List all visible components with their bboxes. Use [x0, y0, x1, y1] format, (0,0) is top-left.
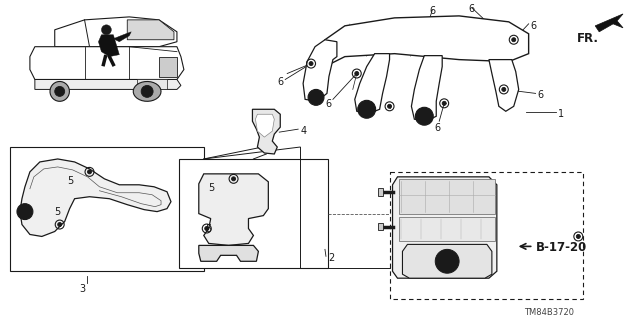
Polygon shape	[489, 60, 518, 111]
Polygon shape	[30, 47, 184, 79]
Bar	[390, 172, 583, 299]
Circle shape	[358, 100, 376, 118]
Circle shape	[308, 89, 324, 105]
Text: 6: 6	[538, 90, 544, 100]
Polygon shape	[378, 223, 383, 231]
Text: TM84B3720: TM84B3720	[524, 308, 573, 317]
Polygon shape	[50, 81, 69, 101]
Circle shape	[502, 87, 506, 92]
Text: 5: 5	[68, 176, 74, 186]
Text: 6: 6	[325, 99, 331, 109]
Bar	[137, 79, 167, 89]
Circle shape	[362, 105, 371, 114]
Polygon shape	[199, 174, 268, 245]
Text: 6: 6	[468, 4, 474, 14]
Circle shape	[58, 223, 61, 226]
Text: 6: 6	[429, 6, 435, 16]
Circle shape	[141, 85, 153, 97]
Text: 3: 3	[79, 284, 86, 294]
Polygon shape	[303, 40, 337, 101]
Bar	[399, 179, 495, 214]
Polygon shape	[20, 159, 171, 236]
Circle shape	[205, 226, 209, 231]
Circle shape	[435, 249, 459, 273]
Polygon shape	[378, 188, 383, 196]
Polygon shape	[199, 245, 259, 261]
Polygon shape	[325, 16, 529, 67]
Circle shape	[355, 71, 359, 76]
Polygon shape	[159, 57, 177, 77]
Text: 6: 6	[435, 123, 440, 133]
Text: 1: 1	[559, 109, 564, 119]
Text: 5: 5	[54, 207, 60, 217]
Circle shape	[101, 25, 111, 35]
Text: 4: 4	[300, 126, 307, 136]
Circle shape	[415, 107, 433, 125]
Circle shape	[17, 204, 33, 219]
Bar	[207, 182, 257, 211]
Polygon shape	[392, 177, 497, 278]
Circle shape	[21, 208, 29, 216]
Circle shape	[309, 62, 313, 66]
Polygon shape	[55, 17, 177, 47]
Text: FR.: FR.	[577, 32, 599, 45]
Text: 5: 5	[208, 183, 214, 193]
Circle shape	[88, 170, 92, 174]
Circle shape	[420, 112, 429, 121]
Polygon shape	[35, 79, 181, 89]
Polygon shape	[355, 54, 390, 113]
Polygon shape	[255, 114, 275, 137]
Text: 6: 6	[531, 21, 537, 31]
Circle shape	[55, 86, 65, 96]
Polygon shape	[412, 56, 442, 121]
Circle shape	[512, 38, 516, 42]
Polygon shape	[252, 109, 280, 154]
Bar	[10, 147, 204, 271]
Circle shape	[576, 234, 580, 239]
Circle shape	[442, 256, 452, 266]
Bar	[179, 159, 328, 268]
Polygon shape	[113, 32, 131, 42]
Polygon shape	[403, 244, 492, 278]
Text: 2: 2	[328, 253, 334, 263]
Polygon shape	[99, 35, 119, 57]
Text: B-17-20: B-17-20	[536, 241, 587, 255]
Circle shape	[442, 101, 446, 105]
Circle shape	[312, 93, 320, 101]
Circle shape	[388, 104, 392, 108]
Polygon shape	[133, 81, 161, 101]
Circle shape	[232, 177, 236, 181]
Polygon shape	[127, 20, 174, 40]
Text: 5: 5	[205, 224, 211, 234]
Polygon shape	[595, 14, 623, 32]
Text: 6: 6	[277, 77, 284, 86]
Bar	[399, 217, 495, 241]
